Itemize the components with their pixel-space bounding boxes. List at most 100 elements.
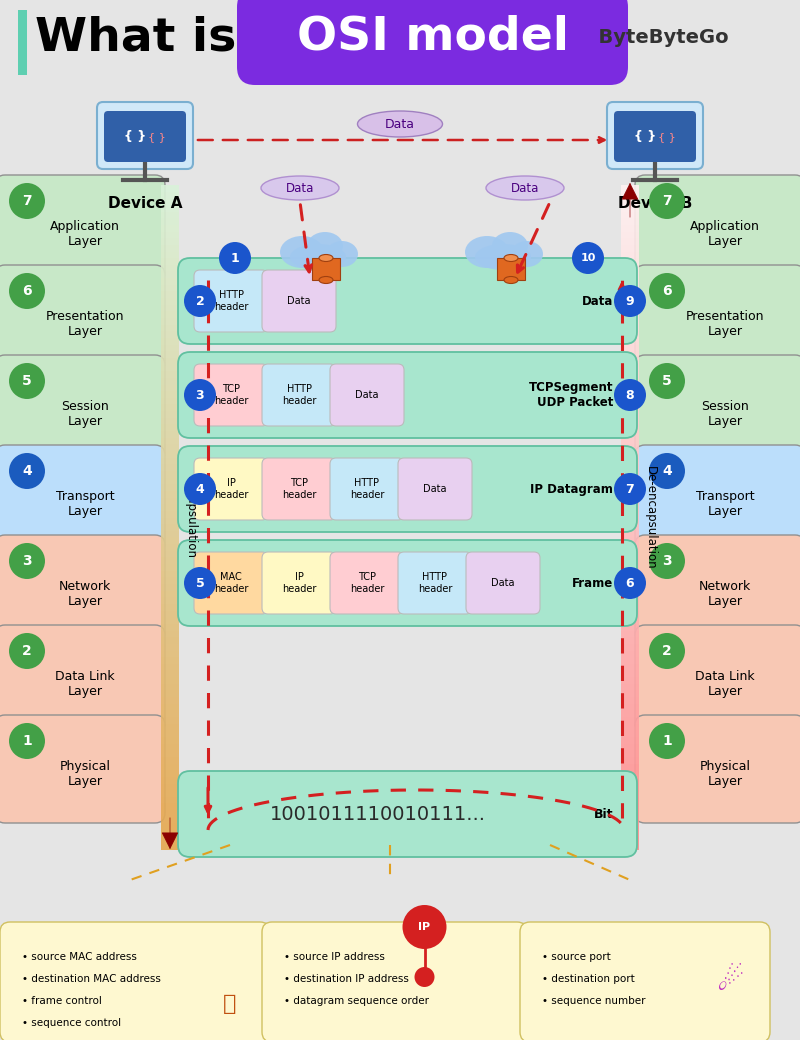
Text: 1: 1: [22, 734, 32, 748]
Bar: [161, 332, 179, 338]
FancyBboxPatch shape: [0, 535, 165, 643]
Bar: [161, 618, 179, 624]
Text: 6: 6: [22, 284, 32, 298]
Bar: [161, 691, 179, 697]
FancyBboxPatch shape: [0, 716, 165, 823]
Bar: [621, 630, 639, 638]
Bar: [621, 771, 639, 777]
Text: { }: { }: [148, 132, 166, 142]
Bar: [621, 551, 639, 557]
Bar: [621, 797, 639, 804]
Bar: [161, 424, 179, 431]
FancyBboxPatch shape: [262, 922, 527, 1040]
Text: Frame: Frame: [572, 576, 613, 590]
Bar: [621, 790, 639, 797]
Text: 6: 6: [662, 284, 672, 298]
Bar: [621, 777, 639, 783]
Bar: [621, 205, 639, 211]
Bar: [621, 730, 639, 737]
Bar: [161, 630, 179, 638]
Text: Application
Layer: Application Layer: [690, 220, 760, 248]
Bar: [621, 271, 639, 278]
Bar: [161, 664, 179, 671]
Ellipse shape: [307, 232, 343, 260]
Bar: [621, 564, 639, 571]
FancyBboxPatch shape: [398, 458, 472, 520]
Text: Data: Data: [582, 294, 613, 308]
Bar: [161, 783, 179, 790]
Bar: [621, 458, 639, 464]
Bar: [161, 557, 179, 564]
Bar: [621, 431, 639, 438]
Circle shape: [614, 285, 646, 317]
Ellipse shape: [492, 232, 528, 260]
Text: TCP
header: TCP header: [350, 572, 384, 594]
FancyBboxPatch shape: [104, 111, 186, 162]
Bar: [621, 411, 639, 418]
Bar: [161, 750, 179, 757]
Bar: [621, 644, 639, 650]
Bar: [621, 571, 639, 577]
Circle shape: [649, 543, 685, 579]
Text: Physical
Layer: Physical Layer: [59, 760, 110, 788]
Bar: [161, 790, 179, 797]
Bar: [621, 185, 639, 191]
Ellipse shape: [261, 176, 339, 200]
Bar: [621, 199, 639, 205]
Bar: [161, 697, 179, 704]
Text: 4: 4: [196, 483, 204, 495]
Bar: [621, 385, 639, 391]
Bar: [621, 232, 639, 238]
Bar: [621, 378, 639, 385]
Circle shape: [649, 274, 685, 309]
FancyBboxPatch shape: [194, 458, 268, 520]
Bar: [621, 285, 639, 291]
Text: 2: 2: [22, 644, 32, 658]
Bar: [621, 657, 639, 664]
Bar: [621, 664, 639, 671]
Bar: [161, 538, 179, 544]
Bar: [621, 697, 639, 704]
Bar: [161, 285, 179, 291]
Bar: [621, 418, 639, 424]
Bar: [621, 763, 639, 771]
Bar: [161, 804, 179, 810]
FancyBboxPatch shape: [0, 922, 270, 1040]
Bar: [621, 671, 639, 677]
Text: ☄: ☄: [716, 967, 744, 996]
Bar: [621, 683, 639, 691]
Bar: [161, 650, 179, 657]
Bar: [161, 232, 179, 238]
Text: Transport
Layer: Transport Layer: [56, 490, 114, 518]
Text: 1: 1: [230, 252, 239, 264]
Bar: [621, 238, 639, 244]
Bar: [161, 365, 179, 371]
Bar: [161, 252, 179, 258]
FancyBboxPatch shape: [262, 270, 336, 332]
Ellipse shape: [511, 241, 543, 267]
Bar: [161, 205, 179, 211]
Circle shape: [402, 905, 446, 948]
Text: 2: 2: [196, 294, 204, 308]
Text: What is: What is: [35, 16, 253, 60]
FancyBboxPatch shape: [97, 102, 193, 170]
Bar: [621, 744, 639, 750]
Bar: [161, 471, 179, 477]
Bar: [621, 365, 639, 371]
Bar: [621, 324, 639, 332]
Bar: [621, 332, 639, 338]
Text: Data: Data: [511, 182, 539, 194]
Text: IP: IP: [418, 922, 430, 932]
Text: 7: 7: [626, 483, 634, 495]
Bar: [621, 252, 639, 258]
Bar: [621, 757, 639, 763]
Bar: [621, 405, 639, 411]
Bar: [161, 571, 179, 577]
Text: Data: Data: [287, 296, 310, 306]
Bar: [621, 610, 639, 618]
FancyBboxPatch shape: [0, 445, 165, 553]
Bar: [18, 10, 27, 75]
Text: 10: 10: [580, 253, 596, 263]
Bar: [621, 265, 639, 271]
FancyBboxPatch shape: [635, 716, 800, 823]
